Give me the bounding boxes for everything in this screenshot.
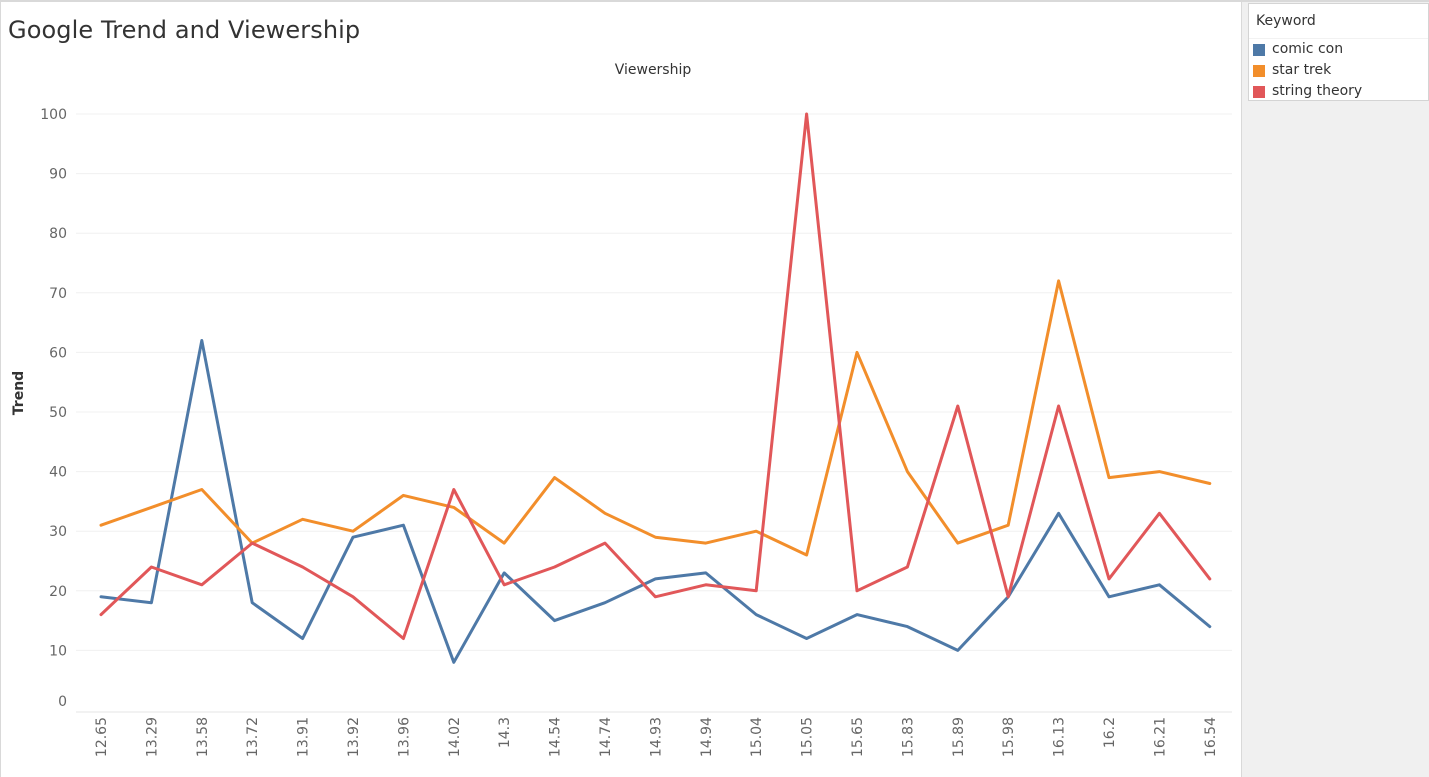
legend-item-label: string theory	[1272, 83, 1363, 99]
x-tick-label: 15.05	[800, 717, 816, 757]
pane-divider	[1241, 2, 1242, 777]
legend-item-label: star trek	[1272, 62, 1332, 78]
y-tick-label: 0	[58, 694, 67, 710]
x-tick-label: 16.21	[1152, 717, 1168, 757]
x-tick-label: 15.89	[951, 717, 967, 757]
y-tick-label: 100	[40, 107, 67, 123]
x-tick-label: 16.13	[1052, 717, 1068, 757]
chart-grid	[76, 113, 1232, 713]
y-tick-label: 50	[49, 405, 67, 421]
legend-swatch	[1253, 86, 1265, 98]
legend-item-string-theory[interactable]: string theory	[1253, 83, 1423, 101]
y-axis-label: Trend	[11, 371, 27, 415]
x-tick-label: 13.72	[245, 717, 261, 757]
x-tick-label: 13.96	[396, 717, 412, 757]
x-tick-label: 15.04	[749, 717, 765, 757]
y-tick-label: 10	[49, 643, 67, 659]
x-tick-label: 14.74	[598, 717, 614, 757]
legend-swatch	[1253, 65, 1265, 77]
x-tick-label: 13.91	[296, 717, 312, 757]
y-tick-label: 20	[49, 584, 67, 600]
legend-item-label: comic con	[1272, 41, 1344, 57]
x-tick-label: 14.54	[548, 717, 564, 757]
chart-series	[99, 112, 1212, 664]
legend-title: Keyword	[1256, 13, 1316, 29]
x-tick-label: 13.92	[346, 717, 362, 757]
x-tick-label: 16.2	[1102, 717, 1118, 748]
chart-title: Viewership	[615, 62, 692, 78]
x-tick-label: 15.65	[850, 717, 866, 757]
series-line-comic-con[interactable]	[99, 339, 1212, 664]
x-tick-label: 13.58	[195, 717, 211, 757]
x-axis-ticks: 12.65 13.29 13.58 13.72 13.91 13.92 13.96 14.02…	[94, 717, 1219, 757]
series-line-star-trek[interactable]	[99, 279, 1212, 557]
y-tick-label: 40	[49, 465, 67, 481]
x-tick-label: 14.93	[648, 717, 664, 757]
y-axis-ticks: 0 10 20 30 40 50 60 70 80 90 100	[40, 107, 67, 710]
x-tick-label: 12.65	[94, 717, 110, 757]
y-tick-label: 60	[49, 345, 67, 361]
left-border	[0, 0, 1, 777]
x-tick-label: 16.54	[1203, 717, 1219, 757]
line-chart: 0 10 20 30 40 50 60 70 80 90 100 12.65 13.29 13.58 13…	[11, 62, 1232, 757]
legend-swatch	[1253, 44, 1265, 56]
x-tick-label: 14.02	[447, 717, 463, 757]
x-tick-label: 15.98	[1001, 717, 1017, 757]
page-title: Google Trend and Viewership	[8, 16, 361, 44]
x-tick-label: 14.94	[699, 717, 715, 757]
x-tick-label: 13.29	[144, 717, 160, 757]
legend-divider	[1249, 38, 1428, 39]
legend-item-comic-con[interactable]: comic con	[1253, 41, 1423, 59]
x-tick-label: 14.3	[497, 717, 513, 748]
x-tick-label: 15.83	[900, 717, 916, 757]
y-tick-label: 80	[49, 226, 67, 242]
legend-item-star-trek[interactable]: star trek	[1253, 62, 1423, 80]
legend[interactable]: Keyword comic con star trek string theor…	[1248, 3, 1429, 101]
legend-pane	[1242, 2, 1429, 777]
series-line-string-theory[interactable]	[99, 112, 1212, 640]
y-tick-label: 90	[49, 167, 67, 183]
y-tick-label: 70	[49, 286, 67, 302]
top-border	[0, 0, 1429, 2]
y-tick-label: 30	[49, 524, 67, 540]
